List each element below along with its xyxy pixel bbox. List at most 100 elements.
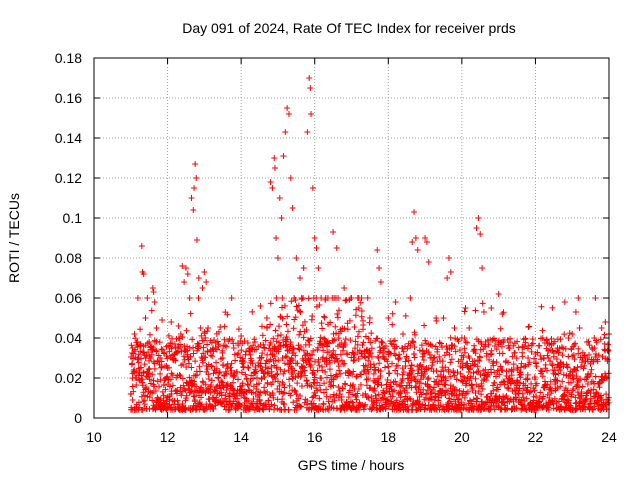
data-point bbox=[234, 376, 241, 383]
data-point bbox=[271, 165, 278, 171]
data-point bbox=[495, 291, 502, 297]
data-point bbox=[513, 355, 520, 362]
data-point bbox=[592, 351, 599, 358]
data-point bbox=[156, 339, 163, 346]
data-point bbox=[474, 395, 481, 402]
data-point bbox=[157, 399, 164, 406]
data-point bbox=[297, 403, 304, 410]
data-point bbox=[250, 375, 257, 382]
data-point bbox=[133, 375, 140, 381]
data-point bbox=[138, 243, 145, 249]
data-point bbox=[169, 371, 176, 378]
data-point bbox=[379, 394, 386, 401]
data-point bbox=[361, 353, 368, 360]
data-point bbox=[545, 354, 552, 361]
data-point bbox=[223, 370, 230, 377]
data-point bbox=[137, 326, 144, 333]
data-point bbox=[463, 380, 470, 387]
data-point bbox=[262, 337, 269, 344]
data-point bbox=[521, 403, 528, 410]
data-point bbox=[167, 376, 174, 383]
data-point bbox=[453, 392, 460, 399]
data-point bbox=[146, 357, 153, 364]
data-point bbox=[526, 323, 533, 330]
data-point bbox=[365, 357, 372, 364]
data-point bbox=[372, 392, 379, 399]
data-point bbox=[478, 391, 485, 398]
data-point bbox=[430, 355, 437, 362]
data-point bbox=[517, 374, 524, 381]
data-point bbox=[382, 405, 389, 412]
data-point bbox=[533, 393, 540, 400]
data-point bbox=[499, 350, 506, 357]
data-point bbox=[158, 364, 165, 371]
data-point bbox=[228, 367, 235, 374]
data-point bbox=[561, 392, 568, 399]
data-point bbox=[517, 371, 524, 378]
data-point bbox=[196, 363, 203, 370]
data-point bbox=[597, 406, 604, 413]
data-point bbox=[259, 406, 266, 413]
data-point bbox=[168, 370, 175, 377]
data-point bbox=[281, 384, 288, 391]
data-point bbox=[195, 295, 202, 301]
data-point bbox=[134, 295, 141, 301]
data-point bbox=[321, 335, 328, 342]
data-point bbox=[154, 378, 161, 385]
data-point bbox=[227, 371, 234, 378]
data-point bbox=[475, 215, 482, 221]
data-point bbox=[330, 394, 337, 401]
data-point bbox=[308, 351, 315, 358]
data-point bbox=[407, 295, 414, 301]
data-point bbox=[314, 379, 321, 386]
data-point bbox=[507, 339, 514, 346]
data-point bbox=[393, 397, 400, 404]
data-point bbox=[159, 346, 166, 353]
data-point bbox=[270, 335, 277, 342]
data-point bbox=[142, 315, 149, 321]
data-point bbox=[362, 401, 369, 408]
data-point bbox=[477, 346, 484, 353]
data-point bbox=[420, 356, 427, 363]
data-point bbox=[355, 328, 362, 335]
data-point bbox=[287, 392, 294, 399]
data-point bbox=[559, 378, 566, 385]
data-point bbox=[491, 379, 498, 386]
data-point bbox=[443, 342, 450, 349]
data-point bbox=[151, 299, 158, 305]
data-point bbox=[296, 331, 303, 338]
data-point bbox=[536, 398, 543, 405]
data-point bbox=[228, 360, 235, 367]
data-point bbox=[431, 354, 438, 361]
data-point bbox=[239, 380, 246, 387]
data-point bbox=[239, 355, 246, 362]
data-point bbox=[403, 355, 410, 361]
data-point bbox=[301, 367, 308, 374]
data-point bbox=[547, 358, 554, 365]
data-point bbox=[389, 310, 396, 317]
data-point bbox=[133, 382, 140, 389]
data-point bbox=[564, 364, 571, 371]
data-point bbox=[353, 373, 360, 380]
data-point bbox=[493, 359, 500, 366]
data-point bbox=[477, 231, 484, 237]
data-point bbox=[335, 307, 342, 314]
data-point bbox=[533, 363, 540, 370]
data-point bbox=[222, 368, 229, 375]
data-point bbox=[297, 392, 304, 399]
data-point bbox=[482, 366, 489, 373]
data-point bbox=[601, 346, 608, 353]
data-point bbox=[576, 325, 583, 331]
data-point bbox=[234, 368, 241, 375]
data-point bbox=[257, 389, 264, 396]
data-point bbox=[295, 302, 302, 309]
data-point bbox=[366, 315, 373, 321]
data-point bbox=[281, 389, 288, 396]
data-point bbox=[323, 361, 330, 368]
data-point bbox=[149, 397, 156, 404]
data-point bbox=[158, 358, 165, 365]
data-point bbox=[531, 387, 538, 394]
data-point bbox=[377, 368, 384, 375]
data-point bbox=[289, 205, 296, 211]
data-point bbox=[210, 405, 217, 412]
